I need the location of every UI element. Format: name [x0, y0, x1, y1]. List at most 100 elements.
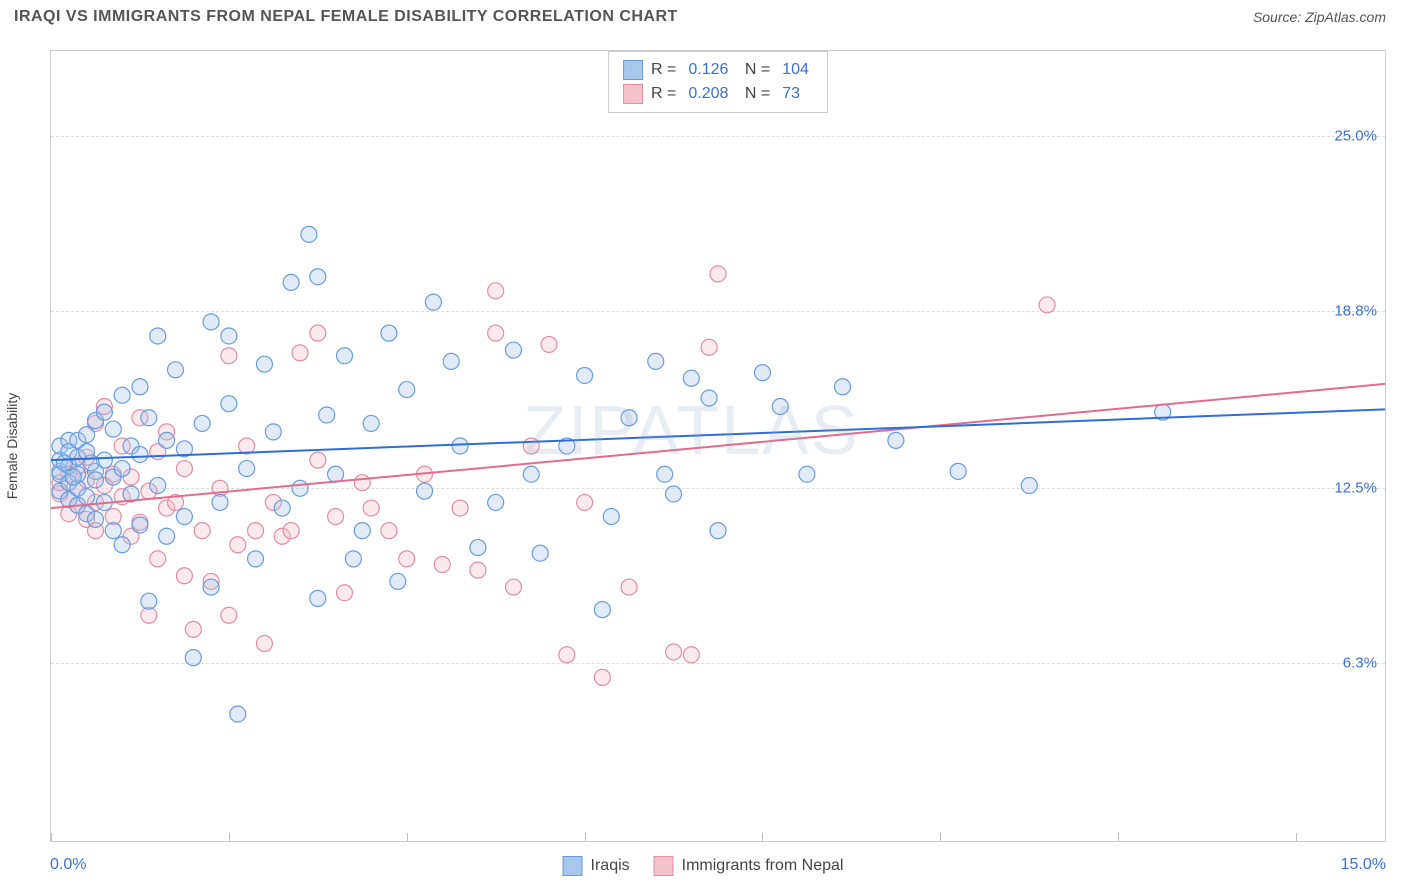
data-point	[328, 509, 344, 525]
data-point	[301, 226, 317, 242]
legend-label: Immigrants from Nepal	[682, 857, 844, 875]
data-point	[87, 472, 103, 488]
data-point	[541, 336, 557, 352]
data-point	[176, 509, 192, 525]
data-point	[221, 328, 237, 344]
data-point	[425, 294, 441, 310]
data-point	[452, 438, 468, 454]
data-point	[114, 537, 130, 553]
data-point	[345, 551, 361, 567]
data-point	[159, 528, 175, 544]
data-point	[283, 274, 299, 290]
trend-line	[51, 409, 1385, 460]
data-point	[710, 266, 726, 282]
data-point	[310, 269, 326, 285]
data-point	[470, 540, 486, 556]
data-point	[248, 523, 264, 539]
data-point	[505, 342, 521, 358]
data-point	[452, 500, 468, 516]
legend-stats: R =0.126 N =104R =0.208 N =73	[608, 51, 828, 113]
data-point	[488, 325, 504, 341]
data-point	[594, 602, 610, 618]
data-point	[256, 636, 272, 652]
data-point	[150, 551, 166, 567]
data-point	[754, 365, 770, 381]
data-point	[194, 523, 210, 539]
legend-label: Iraqis	[591, 857, 630, 875]
data-point	[577, 494, 593, 510]
data-point	[230, 706, 246, 722]
data-point	[194, 415, 210, 431]
data-point	[417, 483, 433, 499]
legend-n-label: N =	[740, 58, 770, 82]
data-point	[239, 461, 255, 477]
data-point	[621, 579, 637, 595]
data-point	[256, 356, 272, 372]
data-point	[701, 390, 717, 406]
data-point	[248, 551, 264, 567]
data-point	[168, 362, 184, 378]
data-point	[710, 523, 726, 539]
data-point	[150, 328, 166, 344]
data-point	[150, 478, 166, 494]
x-axis-max-label: 15.0%	[1341, 856, 1386, 874]
data-point	[577, 367, 593, 383]
data-point	[523, 466, 539, 482]
legend-n-label: N =	[740, 82, 770, 106]
data-point	[176, 568, 192, 584]
legend-stat-row: R = 0.126 N = 104	[623, 58, 813, 82]
legend-n-value: 104	[782, 58, 809, 82]
data-point	[56, 455, 72, 471]
x-axis-min-label: 0.0%	[50, 856, 86, 874]
data-point	[354, 475, 370, 491]
data-point	[488, 283, 504, 299]
legend-series: Iraqis Immigrants from Nepal	[563, 856, 844, 876]
data-point	[399, 551, 415, 567]
data-point	[443, 353, 459, 369]
data-point	[185, 621, 201, 637]
data-point	[354, 523, 370, 539]
data-point	[221, 607, 237, 623]
legend-swatch	[654, 856, 674, 876]
data-point	[390, 573, 406, 589]
data-point	[328, 466, 344, 482]
data-point	[772, 399, 788, 415]
data-point	[336, 585, 352, 601]
data-point	[212, 494, 228, 510]
data-point	[265, 424, 281, 440]
legend-swatch	[623, 60, 643, 80]
data-point	[141, 410, 157, 426]
data-point	[559, 647, 575, 663]
data-point	[799, 466, 815, 482]
data-point	[594, 669, 610, 685]
data-point	[950, 463, 966, 479]
data-point	[1039, 297, 1055, 313]
legend-r-value: 0.208	[688, 82, 728, 106]
data-point	[203, 314, 219, 330]
chart-plot-area: R =0.126 N =104R =0.208 N =73 ZIPATLAS 6…	[50, 50, 1386, 842]
data-point	[65, 469, 81, 485]
data-point	[470, 562, 486, 578]
data-point	[132, 517, 148, 533]
data-point	[132, 379, 148, 395]
legend-r-label: R =	[651, 58, 676, 82]
data-point	[274, 500, 290, 516]
data-point	[488, 494, 504, 510]
data-point	[648, 353, 664, 369]
chart-title: IRAQI VS IMMIGRANTS FROM NEPAL FEMALE DI…	[14, 8, 678, 26]
data-point	[523, 438, 539, 454]
data-point	[105, 421, 121, 437]
data-point	[434, 557, 450, 573]
data-point	[185, 650, 201, 666]
data-point	[701, 339, 717, 355]
legend-r-value: 0.126	[688, 58, 728, 82]
chart-source: Source: ZipAtlas.com	[1253, 9, 1386, 25]
legend-r-label: R =	[651, 82, 676, 106]
data-point	[310, 325, 326, 341]
data-point	[621, 410, 637, 426]
data-point	[683, 647, 699, 663]
data-point	[87, 511, 103, 527]
data-point	[79, 427, 95, 443]
legend-stat-row: R =0.208 N =73	[623, 82, 813, 106]
data-point	[310, 452, 326, 468]
